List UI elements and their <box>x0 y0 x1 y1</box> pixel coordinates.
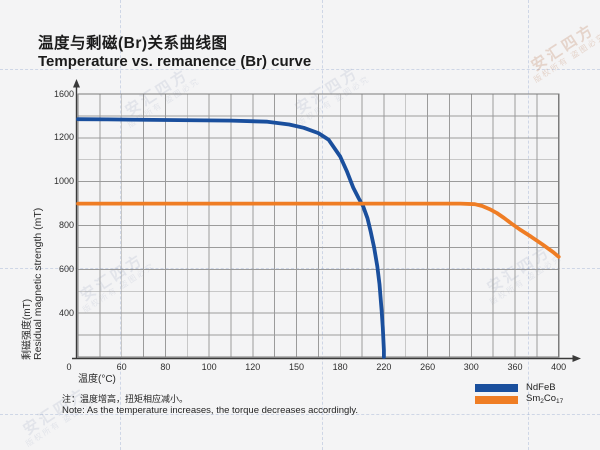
legend-swatch-sm2co17 <box>475 395 518 405</box>
y-tick-label: 800 <box>58 220 74 230</box>
legend: NdFeB Sm2Co17 <box>475 382 563 406</box>
chart-title-zh: 温度与剩磁(Br)关系曲线图 <box>38 35 228 52</box>
x-axis-title: 温度(°C) <box>78 374 116 385</box>
watermark-guide-line <box>0 69 600 70</box>
x-tick-label: 260 <box>420 362 436 372</box>
y-tick-label: 1600 <box>53 88 74 99</box>
x-tick-label: 300 <box>463 362 479 372</box>
legend-item-sm2co17: Sm2Co17 <box>475 392 564 406</box>
x-axis-arrow-icon <box>572 355 581 362</box>
axes <box>72 86 575 360</box>
y-tick-label: 1000 <box>53 176 74 187</box>
legend-label-ndfeb: NdFeB <box>526 382 556 393</box>
watermark-guide-line <box>322 0 323 450</box>
legend-item-ndfeb: NdFeB <box>475 382 563 394</box>
footnote-en: Note: As the temperature increases, the … <box>62 405 359 416</box>
legend-label-sm2co17: Sm2Co17 <box>526 392 564 405</box>
x-tick-label: 60 <box>116 362 127 372</box>
y-axis-title-en: Residual magnetic strength (mT) <box>32 207 44 360</box>
curve-NdFeB <box>76 117 386 359</box>
x-tick-label: 150 <box>288 362 305 372</box>
x-tick-label: 0 <box>66 362 72 372</box>
watermark-guide-line <box>0 414 600 415</box>
watermark-guide-line <box>0 268 600 269</box>
x-tick-label: 180 <box>332 362 348 372</box>
chart-title-en: Temperature vs. remanence (Br) curve <box>38 53 312 70</box>
legend-swatch-ndfeb <box>475 383 518 393</box>
x-tick-label: 80 <box>160 362 171 372</box>
y-tick-label: 600 <box>58 263 74 274</box>
footnote: 注：温度增高，扭矩相应减小。 Note: As the temperature … <box>62 393 358 417</box>
curve-Sm2Co17 <box>76 201 561 259</box>
plot-border <box>77 93 560 358</box>
x-tick-label: 120 <box>245 362 261 372</box>
x-tick-label: 360 <box>507 362 523 372</box>
footnote-zh: 注：温度增高，扭矩相应减小。 <box>62 394 189 404</box>
x-tick-label: 100 <box>201 362 217 372</box>
watermark-guide-line <box>120 0 121 450</box>
y-axis-arrow-icon <box>73 79 80 88</box>
y-axis-title-zh: 剩磁强度(mT) <box>22 298 33 360</box>
y-tick-label: 400 <box>58 307 74 318</box>
y-tick-label: 1200 <box>53 132 74 143</box>
x-tick-label: 400 <box>551 362 567 372</box>
data-curves <box>76 117 561 359</box>
watermark-guide-line <box>528 0 529 450</box>
x-tick-label: 220 <box>376 362 392 372</box>
